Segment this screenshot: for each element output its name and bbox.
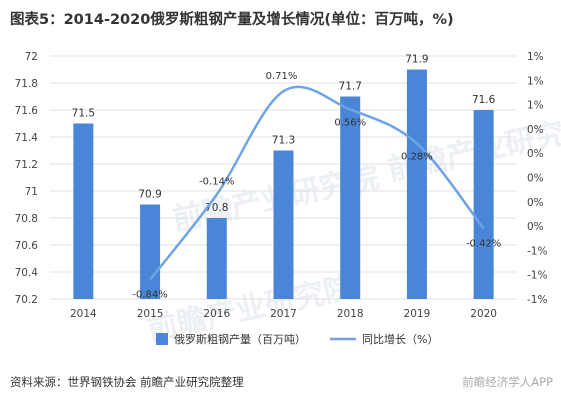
- y-right-tick-label: 0%: [527, 148, 544, 160]
- y-left-tick-label: 70.2: [15, 294, 38, 306]
- bar-value-label: 70.8: [205, 202, 228, 214]
- bar: [340, 96, 361, 299]
- y-left-tick-label: 71.4: [15, 132, 39, 144]
- y-left-tick-label: 71.2: [15, 159, 38, 171]
- bar-value-label: 71.7: [339, 81, 362, 93]
- y-left-tick-label: 71: [25, 186, 38, 198]
- line-point-label: 0.28%: [401, 151, 433, 162]
- combo-chart: 前瞻产业研究院前瞻产业研究院前瞻产业研究院7271.871.671.471.27…: [15, 51, 561, 348]
- y-left-tick-label: 71.6: [15, 105, 39, 117]
- bar: [206, 218, 227, 299]
- publisher-badge: 前瞻经济学人APP: [462, 375, 553, 389]
- x-tick-label: 2017: [270, 308, 297, 320]
- y-left-tick-label: 71.8: [15, 78, 38, 90]
- bar: [73, 123, 94, 299]
- y-right-tick-label: 0%: [527, 173, 544, 185]
- bar: [140, 204, 161, 299]
- bar: [473, 110, 494, 299]
- bar: [273, 150, 294, 299]
- line-point-label: 0.71%: [266, 71, 298, 82]
- y-left-tick-label: 70.6: [15, 240, 39, 252]
- bar-value-label: 71.6: [472, 94, 496, 106]
- x-tick-label: 2015: [137, 308, 164, 320]
- legend-label-bar: 俄罗斯粗钢产量（百万吨）: [174, 332, 306, 346]
- y-right-tick-label: 1%: [527, 100, 544, 112]
- y-right-tick-label: -1%: [527, 245, 547, 257]
- bar-value-label: 71.5: [72, 108, 95, 120]
- y-right-tick-label: 0%: [527, 197, 544, 209]
- y-right-tick-label: -1%: [527, 270, 547, 282]
- line-point-label: -0.84%: [132, 290, 167, 301]
- bar-value-label: 71.3: [272, 135, 295, 147]
- line-point-label: 0.56%: [334, 117, 366, 128]
- x-tick-label: 2016: [203, 308, 230, 320]
- bar-value-label: 71.9: [405, 54, 428, 66]
- legend-swatch-bar: [156, 333, 168, 345]
- y-left-tick-label: 72: [25, 51, 38, 63]
- x-tick-label: 2019: [404, 308, 431, 320]
- bar-value-label: 70.9: [138, 189, 161, 201]
- y-right-tick-label: -1%: [527, 294, 547, 306]
- y-right-tick-label: 0%: [527, 221, 544, 233]
- y-right-tick-label: 0%: [527, 124, 544, 136]
- x-tick-label: 2018: [337, 308, 364, 320]
- y-left-tick-label: 70.8: [15, 213, 38, 225]
- y-left-tick-label: 70.4: [15, 267, 39, 279]
- chart-area: 前瞻产业研究院前瞻产业研究院前瞻产业研究院7271.871.671.471.27…: [0, 40, 561, 368]
- growth-line: [149, 85, 485, 281]
- y-right-tick-label: 1%: [527, 51, 544, 63]
- line-point-label: -0.42%: [466, 239, 501, 250]
- y-right-tick-label: 1%: [527, 75, 544, 87]
- line-point-label: -0.14%: [199, 177, 234, 188]
- x-tick-label: 2020: [470, 308, 497, 320]
- x-tick-label: 2014: [70, 308, 97, 320]
- legend-label-line: 同比增长（%）: [362, 332, 438, 346]
- source-note: 资料来源：世界钢铁协会 前瞻产业研究院整理: [10, 375, 244, 389]
- chart-title: 图表5：2014-2020俄罗斯粗钢产量及增长情况(单位：百万吨，%): [10, 12, 454, 28]
- bar: [406, 69, 427, 299]
